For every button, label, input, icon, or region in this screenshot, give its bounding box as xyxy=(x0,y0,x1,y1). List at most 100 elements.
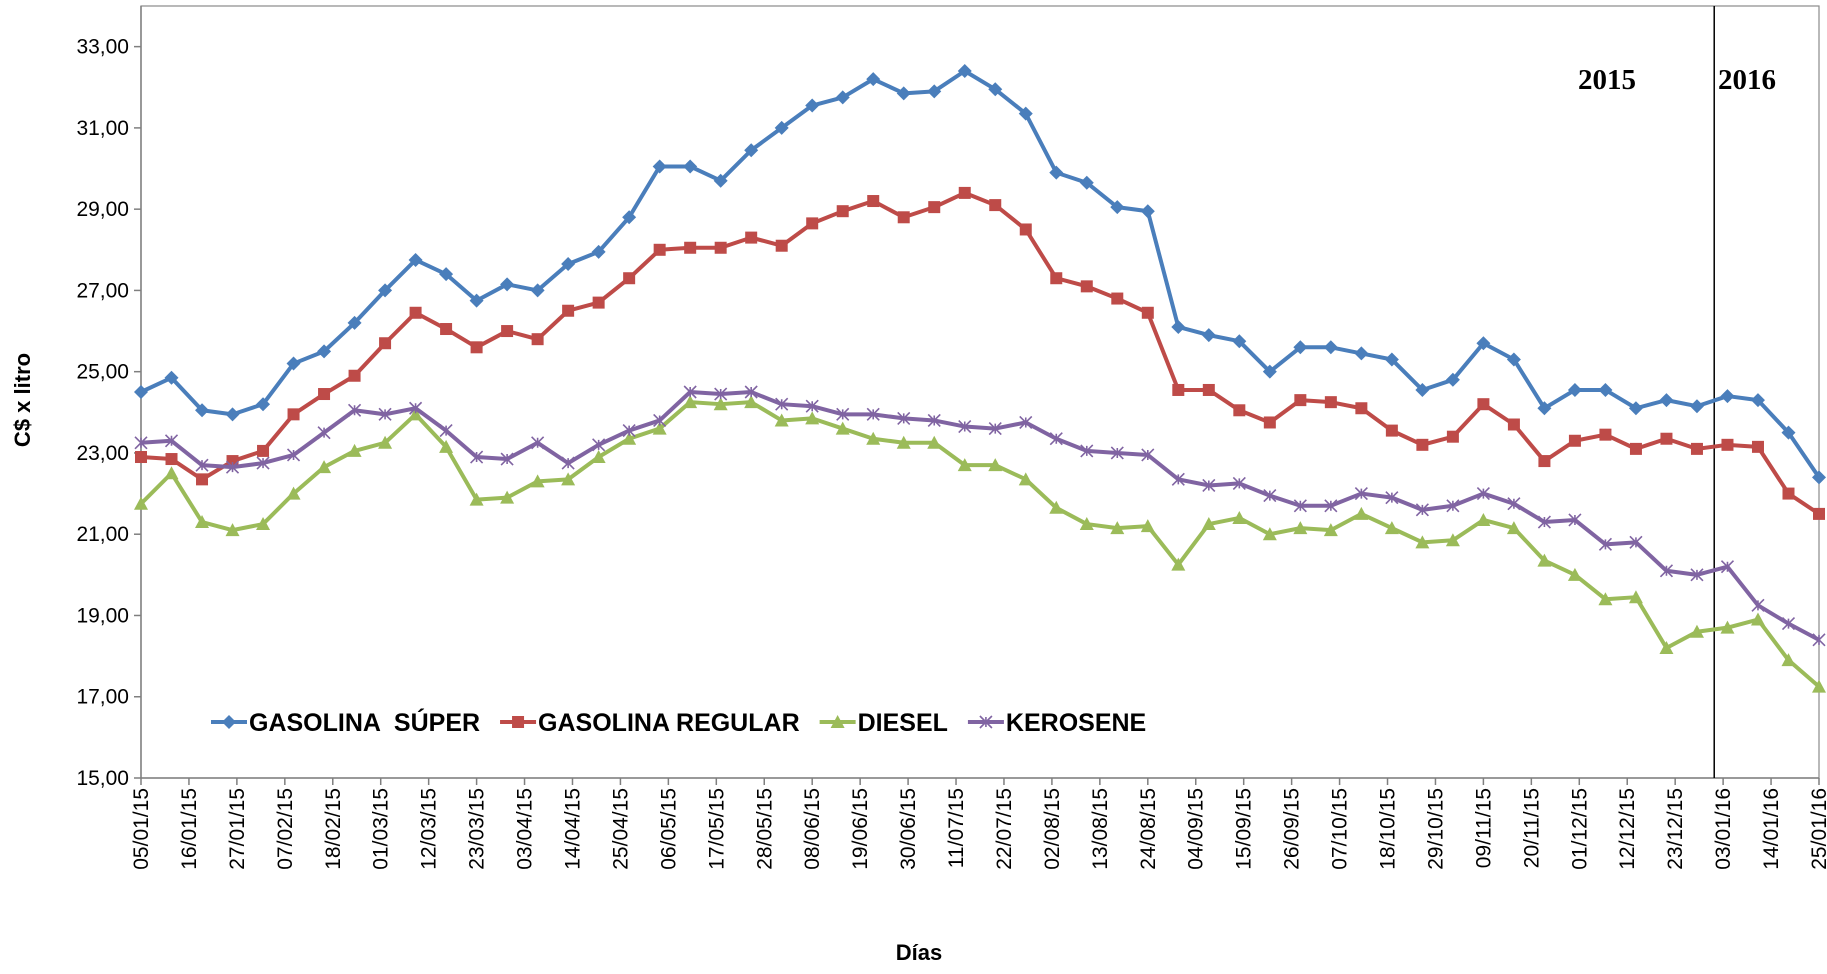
point xyxy=(591,450,606,464)
point xyxy=(1262,527,1277,541)
point xyxy=(1171,557,1186,571)
point xyxy=(775,397,789,411)
x-tick-label: 14/04/15 xyxy=(561,788,584,870)
point xyxy=(958,419,972,434)
point xyxy=(256,397,271,412)
y-tick-label: 31,00 xyxy=(76,117,129,140)
point xyxy=(1384,521,1399,535)
legend-label: KEROSENE xyxy=(1006,709,1146,737)
point xyxy=(1537,401,1552,416)
point xyxy=(1141,448,1155,462)
point xyxy=(1446,499,1460,513)
legend-marker xyxy=(222,715,236,729)
series xyxy=(134,385,1826,647)
point xyxy=(988,422,1002,436)
point xyxy=(1659,393,1674,408)
point xyxy=(195,458,209,472)
point xyxy=(165,453,178,466)
point xyxy=(1080,280,1093,293)
point xyxy=(409,306,422,319)
point xyxy=(287,408,300,421)
point xyxy=(1598,382,1613,397)
point xyxy=(1629,535,1643,549)
x-tick-label: 27/01/15 xyxy=(226,788,249,870)
point xyxy=(1660,432,1673,445)
point xyxy=(1232,476,1246,490)
point xyxy=(713,173,728,188)
point xyxy=(591,244,606,259)
point xyxy=(684,241,697,254)
point xyxy=(957,64,972,79)
x-tick-label: 23/12/15 xyxy=(1664,788,1687,870)
point xyxy=(1049,165,1064,180)
point xyxy=(1476,336,1491,351)
legend-label: DIESEL xyxy=(858,709,948,737)
point xyxy=(1323,523,1338,537)
x-tick-label: 20/11/15 xyxy=(1520,788,1543,868)
point xyxy=(1750,393,1765,408)
x-tick-label: 23/03/15 xyxy=(466,788,489,870)
point xyxy=(714,241,727,254)
x-tick-label: 25/04/15 xyxy=(609,788,632,870)
point xyxy=(1019,223,1032,236)
legend-label: GASOLINA SÚPER xyxy=(249,707,480,737)
point xyxy=(927,413,941,428)
x-tick-label: 28/05/15 xyxy=(753,788,776,870)
point xyxy=(1568,513,1582,527)
point xyxy=(866,431,881,445)
point xyxy=(1201,517,1216,531)
point xyxy=(1050,272,1063,285)
x-tick-label: 03/01/16 xyxy=(1712,788,1735,870)
point xyxy=(134,436,148,450)
x-tick-label: 02/08/15 xyxy=(1041,788,1064,870)
legend-marker xyxy=(830,715,845,728)
point xyxy=(134,385,148,399)
point xyxy=(1415,535,1430,549)
point xyxy=(744,395,759,409)
x-tick-label: 17/05/15 xyxy=(705,788,728,870)
point xyxy=(1567,382,1582,397)
point xyxy=(378,283,393,298)
point xyxy=(1201,328,1216,343)
point xyxy=(318,388,331,401)
point xyxy=(1354,346,1369,361)
point xyxy=(1049,432,1063,446)
point xyxy=(1354,506,1369,520)
point xyxy=(1202,478,1216,493)
point xyxy=(256,456,270,470)
point xyxy=(1171,319,1186,334)
point xyxy=(134,496,148,510)
x-tick-label: 13/08/15 xyxy=(1089,788,1112,870)
point xyxy=(256,517,271,531)
point xyxy=(623,272,636,285)
point xyxy=(1018,106,1033,121)
point xyxy=(1172,383,1185,396)
point xyxy=(1140,204,1155,219)
point xyxy=(896,86,911,101)
plot-frame xyxy=(140,5,1820,779)
point xyxy=(683,159,698,174)
point xyxy=(745,231,758,244)
x-tick-label: 18/10/15 xyxy=(1377,788,1400,870)
point xyxy=(1720,389,1735,404)
point xyxy=(1049,500,1064,514)
point xyxy=(1599,428,1612,441)
point xyxy=(531,436,545,450)
point xyxy=(409,401,423,415)
point xyxy=(408,407,423,421)
x-tick-label: 01/12/15 xyxy=(1568,788,1591,870)
x-tick-label: 12/12/15 xyxy=(1616,788,1639,870)
legend-label: GASOLINA REGULAR xyxy=(538,709,800,737)
legend-item: GASOLINA SÚPER xyxy=(211,707,480,737)
point xyxy=(135,451,147,464)
point xyxy=(1720,620,1735,634)
point xyxy=(317,460,332,474)
point xyxy=(1506,352,1521,367)
point xyxy=(1781,617,1796,631)
point xyxy=(653,413,667,428)
point xyxy=(164,370,179,385)
y-tick-label: 25,00 xyxy=(76,361,129,384)
point xyxy=(1721,438,1734,451)
point xyxy=(347,315,362,330)
y-tick-label: 33,00 xyxy=(76,36,129,59)
